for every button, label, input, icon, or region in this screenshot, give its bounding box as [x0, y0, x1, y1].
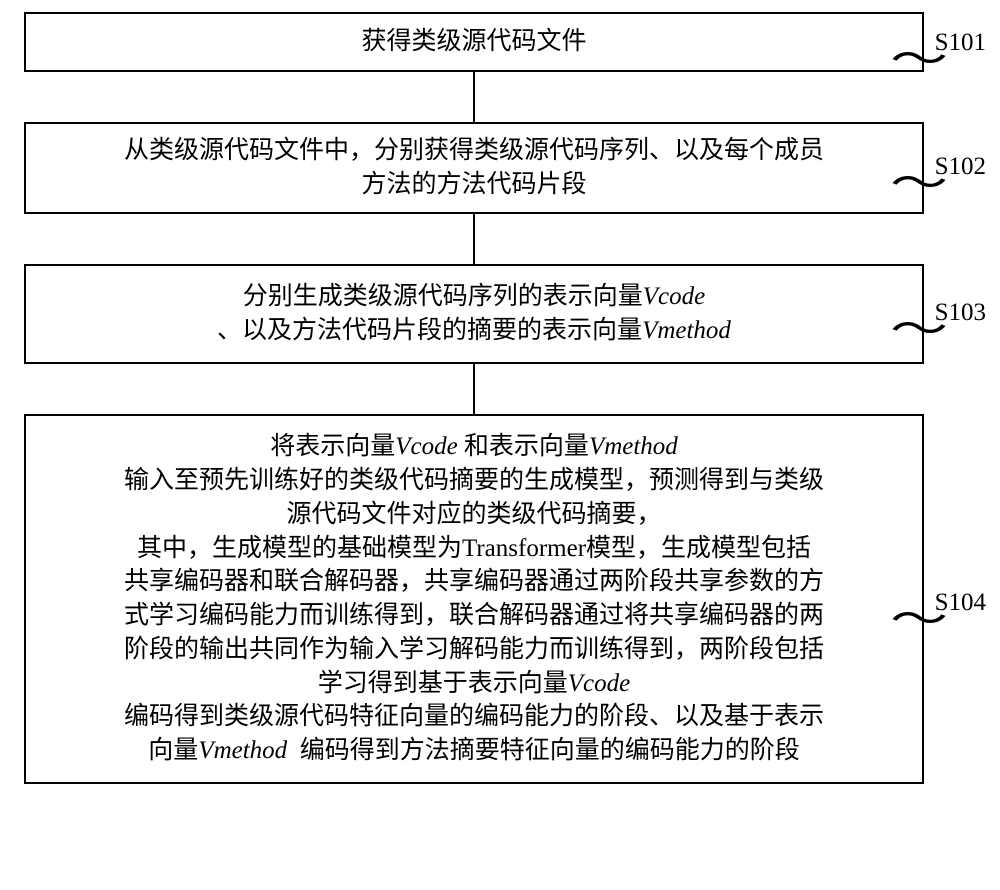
node-text: 分别生成类级源代码序列的表示向量	[243, 283, 643, 310]
label-connector-tilde: 〜	[890, 41, 948, 82]
node-text: 、以及方法代码片段的摘要的表示向量	[217, 317, 642, 344]
node-text: 式学习编码能力而训练得到，联合解码器通过将共享编码器的两	[124, 602, 824, 629]
flowchart-connector	[473, 72, 475, 122]
node-text: 输入至预先训练好的类级代码摘要的生成模型，预测得到与类级	[124, 467, 824, 494]
node-text: 编码得到方法摘要特征向量的编码能力的阶段	[287, 737, 800, 764]
var-vcode: Vcode	[568, 670, 630, 697]
var-vcode: Vcode	[395, 433, 457, 460]
label-connector-tilde: 〜	[890, 311, 948, 352]
node-text: 将表示向量	[270, 433, 395, 460]
flowchart-node-s103: 分别生成类级源代码序列的表示向量Vcode 、以及方法代码片段的摘要的表示向量V…	[24, 264, 924, 364]
flowchart-connector	[473, 364, 475, 414]
var-vmethod: Vmethod	[198, 737, 287, 764]
flowchart-node-s102: 从类级源代码文件中，分别获得类级源代码序列、以及每个成员 方法的方法代码片段 S…	[24, 122, 924, 214]
node-text: 共享编码器和联合解码器，共享编码器通过两阶段共享参数的方	[124, 568, 824, 595]
node-text: 源代码文件对应的类级代码摘要，	[286, 501, 661, 528]
node-text: 编码得到类级源代码特征向量的编码能力的阶段、以及基于表示	[124, 703, 824, 730]
flowchart-node-s101: 获得类级源代码文件 S101 〜	[24, 12, 924, 72]
node-content: 分别生成类级源代码序列的表示向量Vcode 、以及方法代码片段的摘要的表示向量V…	[44, 280, 904, 348]
node-content: 将表示向量Vcode 和表示向量Vmethod 输入至预先训练好的类级代码摘要的…	[44, 430, 904, 768]
flowchart-connector	[473, 214, 475, 264]
var-vmethod: Vmethod	[589, 433, 678, 460]
label-connector-tilde: 〜	[890, 165, 948, 206]
node-content: 获得类级源代码文件	[44, 25, 904, 59]
node-text: 向量	[148, 737, 198, 764]
var-vmethod: Vmethod	[642, 317, 731, 344]
node-text: 方法的方法代码片段	[361, 171, 586, 198]
flowchart-node-s104: 将表示向量Vcode 和表示向量Vmethod 输入至预先训练好的类级代码摘要的…	[24, 414, 924, 784]
node-text: 学习得到基于表示向量	[318, 670, 568, 697]
node-text: 其中，生成模型的基础模型为Transformer模型，生成模型包括	[137, 535, 811, 562]
node-text: 阶段的输出共同作为输入学习解码能力而训练得到，两阶段包括	[124, 636, 824, 663]
var-vcode: Vcode	[643, 283, 705, 310]
node-text: 从类级源代码文件中，分别获得类级源代码序列、以及每个成员	[124, 137, 824, 164]
flowchart-container: 获得类级源代码文件 S101 〜 从类级源代码文件中，分别获得类级源代码序列、以…	[24, 12, 924, 784]
label-connector-tilde: 〜	[890, 601, 948, 642]
node-text: 和表示向量	[458, 433, 589, 460]
node-content: 从类级源代码文件中，分别获得类级源代码序列、以及每个成员 方法的方法代码片段	[44, 134, 904, 202]
node-text: 获得类级源代码文件	[361, 28, 586, 55]
